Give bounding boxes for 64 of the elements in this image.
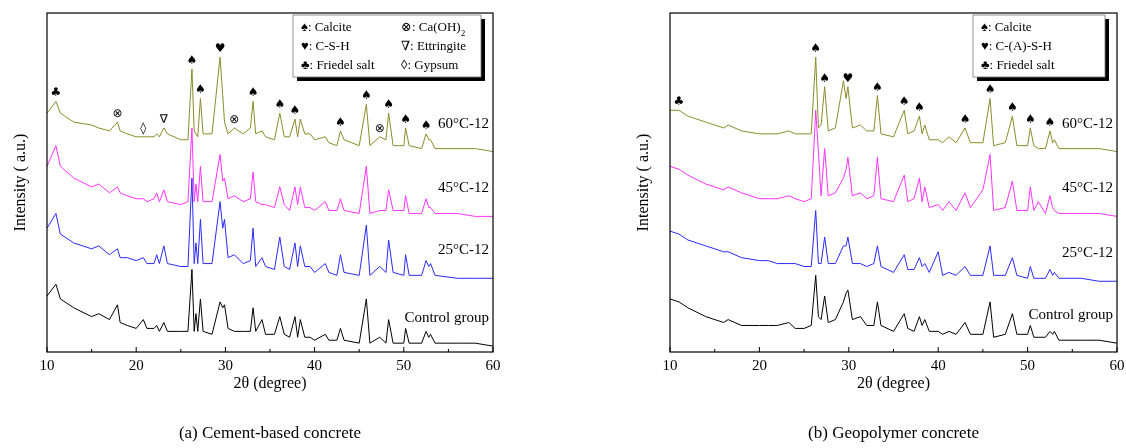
- x-tick-label: 30: [217, 357, 233, 373]
- text: ⊗: Ca(OH)$_{2}$: [401, 19, 466, 38]
- series-label: 25°C-12: [1062, 244, 1113, 261]
- series-label: Control group: [1028, 306, 1113, 323]
- text: (b) Geopolymer concrete: [808, 423, 979, 442]
- x-tick-label: 20: [128, 357, 144, 373]
- annotation: ♠: [984, 82, 996, 97]
- annotation: ∇: [158, 111, 169, 126]
- annotation: ♠: [360, 88, 372, 103]
- annotation: ♠: [819, 70, 831, 85]
- annotation: ♠: [335, 114, 346, 129]
- annotation: ♠: [186, 53, 198, 68]
- x-axis-title: 2θ (degree): [857, 374, 930, 392]
- x-axis-title: 2θ (degree): [233, 374, 307, 392]
- y-axis-title: Intensity ( a.u.): [11, 133, 29, 232]
- series-label: 45°C-12: [438, 179, 489, 196]
- annotation: ⊗: [229, 111, 240, 126]
- x-tick-label: 60: [485, 357, 501, 373]
- annotation: ♠: [1044, 114, 1056, 129]
- annotation: ♠: [195, 82, 206, 97]
- text: ♠: Calcite: [301, 19, 352, 34]
- annotation: ◊: [140, 120, 147, 135]
- annotation: ⊗: [374, 120, 385, 135]
- annotation: ♣: [50, 85, 62, 100]
- annotation: ♣: Friedel salt: [981, 57, 1055, 72]
- annotation: ♠: [383, 97, 395, 112]
- text: ♥: C-(A)-S-H: [981, 38, 1052, 53]
- series-label: Control group: [404, 309, 489, 326]
- x-tick-label: 10: [662, 357, 678, 373]
- annotation: ♠: [959, 111, 971, 126]
- annotation: ♠: [420, 117, 432, 132]
- series-label: 60°C-12: [1062, 114, 1113, 131]
- annotation: ◊: Gypsum: [401, 57, 459, 72]
- annotation: ⊗: [112, 106, 123, 121]
- annotation: ♠: [810, 41, 822, 56]
- annotation: ♠: [247, 85, 259, 100]
- text: ♥: C-S-H: [301, 38, 350, 53]
- x-tick-label: 50: [396, 357, 412, 373]
- series-label: 60°C-12: [438, 114, 489, 131]
- x-tick-label: 20: [751, 357, 767, 373]
- series-label: 45°C-12: [1062, 179, 1113, 196]
- annotation: ♣: Friedel salt: [301, 57, 375, 72]
- text: ∇: Ettringite: [401, 38, 467, 53]
- x-tick-label: 60: [1109, 357, 1125, 373]
- annotation: ♠: [1024, 111, 1036, 126]
- x-tick-label: 40: [307, 357, 323, 373]
- annotation: ♥: [214, 41, 226, 56]
- y-axis-title: Intensity ( a.u.): [634, 133, 652, 232]
- annotation: ♠: [872, 79, 883, 94]
- x-tick-label: 30: [841, 357, 857, 373]
- x-tick-label: 10: [39, 357, 55, 373]
- annotation: ♣: [673, 94, 685, 109]
- annotation: ♠: [898, 94, 910, 109]
- annotation: ♥: [842, 70, 854, 85]
- annotation: ♠: [914, 100, 925, 115]
- annotation: ♠: [1007, 100, 1018, 115]
- annotation: ♠: [289, 103, 301, 118]
- text: ♠: Calcite: [981, 19, 1032, 34]
- annotation: ♠: [400, 111, 411, 126]
- annotation: ♠: [274, 97, 286, 112]
- text: (a) Cement-based concrete: [178, 423, 362, 442]
- x-tick-label: 40: [930, 357, 946, 373]
- series-label: 25°C-12: [438, 241, 489, 258]
- x-tick-label: 50: [1020, 357, 1036, 373]
